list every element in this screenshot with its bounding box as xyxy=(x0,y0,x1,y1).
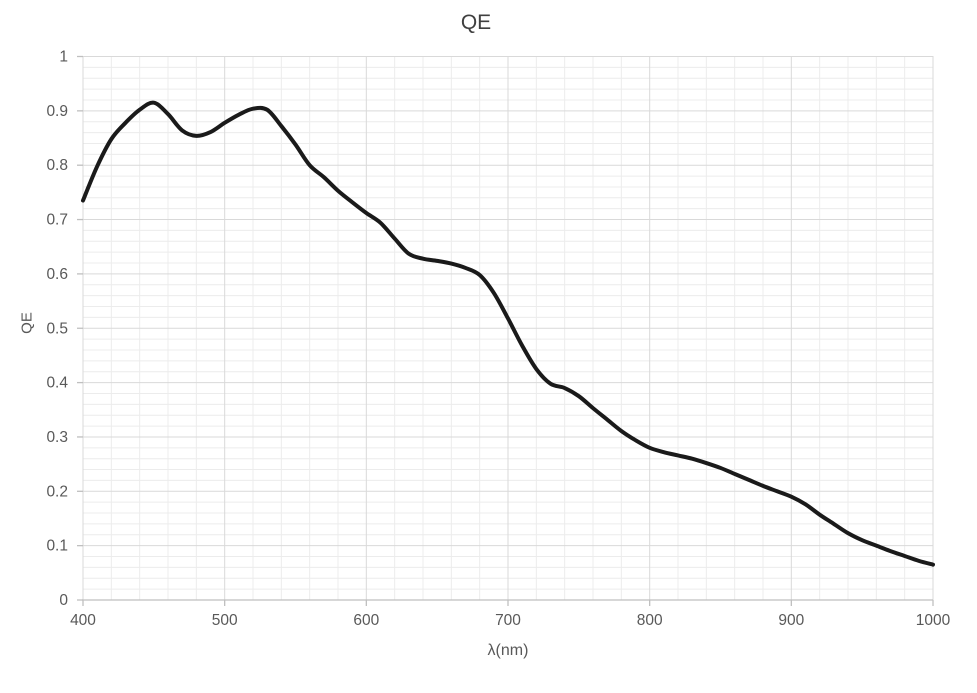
svg-text:0.5: 0.5 xyxy=(46,320,68,337)
svg-text:1: 1 xyxy=(59,49,68,66)
chart-title: QE xyxy=(460,11,492,34)
qe-curve-series xyxy=(81,100,935,567)
svg-text:0.3: 0.3 xyxy=(46,429,68,446)
svg-text:0.9: 0.9 xyxy=(46,103,68,120)
svg-text:0.1: 0.1 xyxy=(46,538,68,555)
axis-tick-labels: 400 500 600 700 800 900 1000 0 0.1 0.2 0.3 0.4 0.5 0.… xyxy=(46,49,950,630)
svg-text:0.8: 0.8 xyxy=(46,157,68,174)
svg-text:0.4: 0.4 xyxy=(46,375,68,392)
svg-text:800: 800 xyxy=(637,612,663,629)
axis-tick-marks xyxy=(77,55,934,606)
x-axis-title: λ(nm) xyxy=(487,642,529,659)
svg-text:0.6: 0.6 xyxy=(46,266,68,283)
major-gridlines xyxy=(82,56,934,601)
svg-text:700: 700 xyxy=(495,612,521,629)
svg-text:900: 900 xyxy=(778,612,804,629)
svg-text:600: 600 xyxy=(353,612,379,629)
svg-text:0.7: 0.7 xyxy=(46,212,68,229)
svg-text:1000: 1000 xyxy=(916,612,951,629)
svg-text:400: 400 xyxy=(70,612,96,629)
svg-text:0: 0 xyxy=(59,592,68,609)
svg-text:500: 500 xyxy=(212,612,238,629)
svg-text:0.2: 0.2 xyxy=(46,483,68,500)
y-axis-title: QE xyxy=(18,312,36,334)
